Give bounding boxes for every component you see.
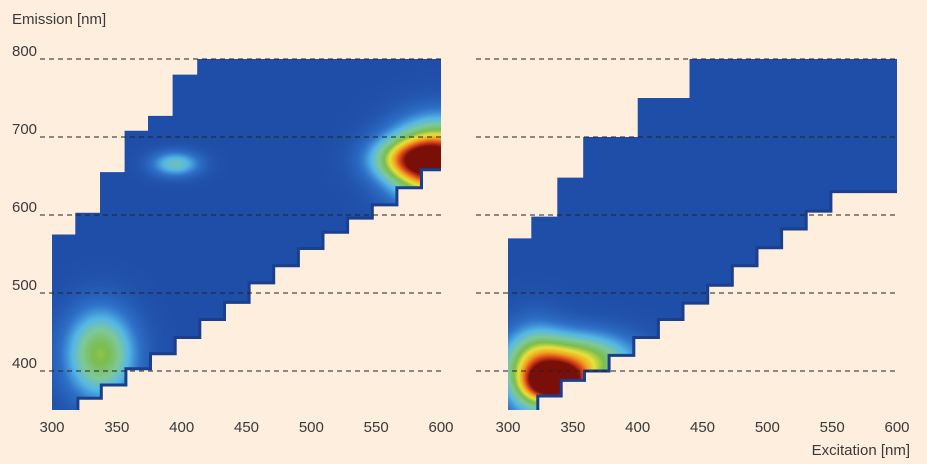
- left-x-tick-labels: 300 350 400 450 500 550 600: [39, 419, 453, 436]
- x-tick-label: 350: [560, 419, 585, 436]
- x-axis-label: Excitation [nm]: [812, 442, 910, 459]
- x-tick-label: 300: [495, 419, 520, 436]
- y-tick-label: 700: [12, 121, 37, 138]
- x-tick-label: 600: [428, 419, 453, 436]
- x-tick-label: 600: [884, 419, 909, 436]
- right-x-tick-labels: 300 350 400 450 500 550 600: [495, 419, 909, 436]
- x-tick-label: 450: [234, 419, 259, 436]
- y-tick-label: 400: [12, 355, 37, 372]
- y-tick-label: 500: [12, 277, 37, 294]
- x-tick-label: 450: [690, 419, 715, 436]
- x-tick-label: 500: [299, 419, 324, 436]
- right-intensity-map: [508, 59, 897, 410]
- y-tick-label: 800: [12, 43, 37, 60]
- x-tick-label: 400: [169, 419, 194, 436]
- x-tick-label: 350: [104, 419, 129, 436]
- x-tick-label: 300: [39, 419, 64, 436]
- x-tick-label: 400: [625, 419, 650, 436]
- x-tick-label: 500: [755, 419, 780, 436]
- left-contour-panel: 300 350 400 450 500 550 600 400 500 600 700 800: [12, 43, 454, 436]
- x-tick-label: 550: [364, 419, 389, 436]
- left-intensity-map: [52, 59, 441, 410]
- y-axis-label: Emission [nm]: [12, 11, 106, 28]
- right-contour-panel: 300 350 400 450 500 550 600: [476, 59, 910, 436]
- left-y-tick-labels: 400 500 600 700 800: [12, 43, 37, 372]
- y-tick-label: 600: [12, 199, 37, 216]
- x-tick-label: 550: [820, 419, 845, 436]
